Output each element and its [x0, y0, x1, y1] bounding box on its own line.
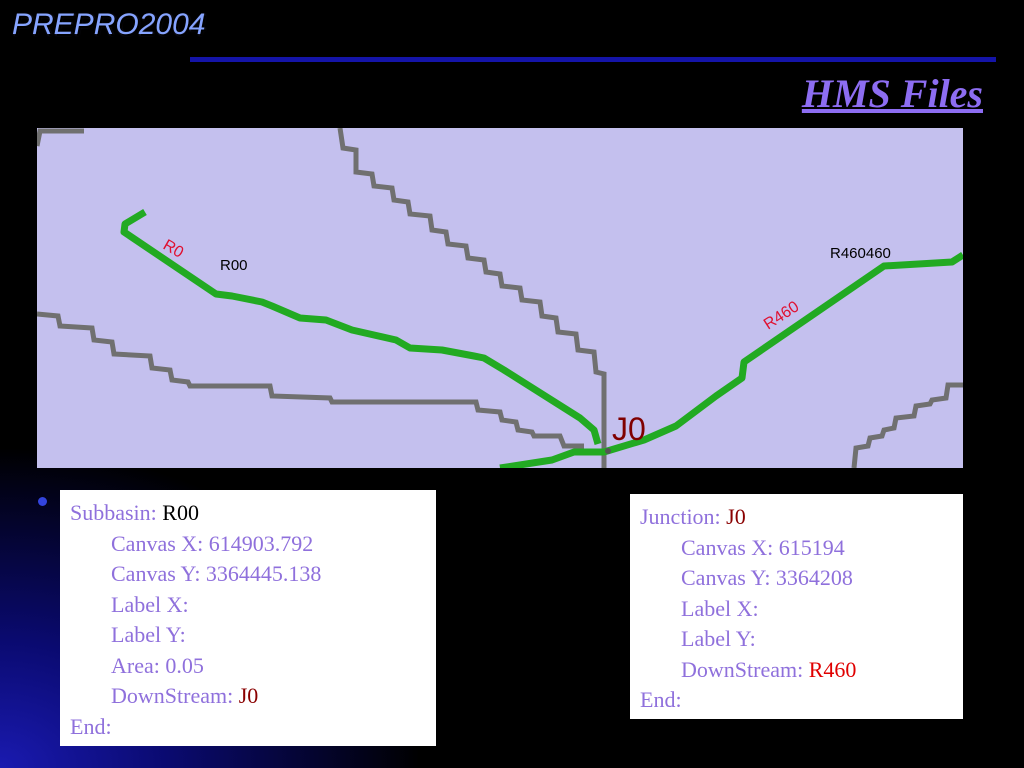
boundary	[337, 128, 607, 468]
text-line: Canvas X: 615194	[681, 534, 845, 560]
boundary	[851, 382, 963, 468]
field-label: Junction:	[640, 504, 721, 529]
field-value: R460	[808, 656, 857, 682]
field-label: Subbasin:	[70, 500, 157, 525]
junction-label: J0	[612, 411, 646, 447]
boundary	[37, 128, 84, 147]
text-line: Canvas Y: 3364445.138	[111, 561, 322, 586]
field-label: DownStream:	[111, 683, 234, 708]
text-line: End:	[70, 713, 112, 739]
boundary	[37, 311, 584, 449]
title-rule	[190, 57, 996, 62]
junction-node	[605, 448, 611, 454]
text-line: Subbasin: R00	[70, 498, 426, 529]
subbasin-label: R00	[220, 257, 248, 274]
field-value: R00	[162, 500, 199, 525]
text-line: DownStream: R460	[640, 655, 953, 686]
text-line: Junction: J0	[640, 502, 953, 533]
junction-box: Junction: J0 Canvas X: 615194 Canvas Y: …	[630, 494, 963, 719]
text-line: Label Y:	[111, 622, 186, 647]
slide-subtitle: HMS Files	[801, 71, 983, 116]
text-line: Label Y:	[681, 626, 756, 651]
reach-line	[120, 208, 602, 445]
slide-title: PREPRO2004	[12, 8, 206, 41]
text-line: DownStream: J0	[70, 681, 426, 712]
text-line: Label X:	[681, 595, 759, 621]
map: R0 R00 R460460 R460 J0	[37, 128, 963, 468]
text-line: End:	[640, 687, 682, 712]
subbasin-box: Subbasin: R00 Canvas X: 614903.792 Canva…	[60, 490, 436, 746]
bullet	[38, 497, 47, 506]
subbasin-boundaries	[37, 128, 963, 468]
field-value: J0	[238, 683, 259, 708]
subbasin-label: R460460	[830, 245, 891, 262]
reaches	[120, 208, 963, 468]
text-line: Area: 0.05	[111, 652, 204, 678]
text-line: Label X:	[111, 591, 189, 617]
reach-line	[499, 252, 963, 468]
field-label: DownStream:	[681, 656, 804, 682]
text-line: Canvas Y: 3364208	[681, 565, 853, 590]
text-line: Canvas X: 614903.792	[111, 530, 314, 556]
field-value: J0	[726, 504, 746, 529]
